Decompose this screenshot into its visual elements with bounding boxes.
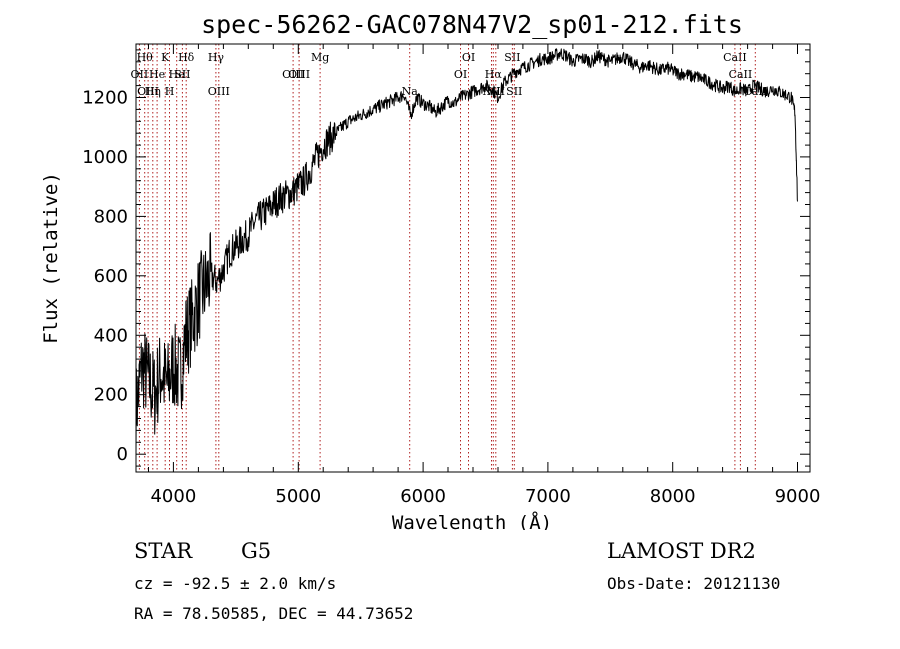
x-axis: 4000 5000 6000 7000 8000 9000	[148, 44, 821, 507]
spectrum-line	[135, 48, 798, 455]
x-tick-label-5000: 5000	[275, 486, 321, 507]
spectrum-chart: spec-56262-GAC078N47V2_sp01-212.fits OII…	[40, 10, 821, 530]
y-tick-label-600: 600	[94, 266, 128, 287]
line-label-14: Mg	[311, 51, 329, 64]
x-tick-label-7000: 7000	[525, 486, 571, 507]
redshift-readout: cz = -92.5 ± 2.0 km/s	[134, 574, 337, 593]
line-label-22: SII	[506, 85, 522, 98]
line-label-23: CaII	[723, 51, 747, 64]
object-subclass: G5	[241, 539, 272, 563]
survey-label: LAMOST DR2	[607, 539, 756, 563]
line-label-15: Na	[402, 85, 419, 98]
line-label-13: OIII	[288, 68, 310, 81]
line-label-17: OI	[462, 51, 475, 64]
line-label-3: Hη	[145, 85, 161, 98]
y-tick-label-800: 800	[94, 206, 128, 227]
y-tick-label-0: 0	[117, 444, 128, 465]
line-label-9: Hδ	[178, 51, 195, 64]
spectrum-series	[135, 48, 798, 455]
line-label-1: Hθ	[137, 51, 154, 64]
y-axis-label: Flux (relative)	[40, 172, 62, 344]
line-label-8: SII	[174, 68, 190, 81]
y-axis: 0 200 400 600 800 1000 1200	[82, 49, 810, 467]
line-label-4: He	[149, 68, 165, 81]
x-tick-label-8000: 8000	[650, 486, 696, 507]
x-tick-label-9000: 9000	[775, 486, 821, 507]
line-label-16: OI	[454, 68, 467, 81]
line-label-24: CaII	[729, 68, 753, 81]
chart-title: spec-56262-GAC078N47V2_sp01-212.fits	[201, 10, 743, 39]
coordinates: RA = 78.50585, DEC = 44.73652	[134, 604, 414, 623]
object-class: STAR	[134, 539, 193, 563]
line-label-11: OIII	[208, 85, 230, 98]
line-label-6: H	[165, 85, 175, 98]
obs-date: Obs-Date: 20121130	[607, 574, 781, 593]
y-tick-label-400: 400	[94, 325, 128, 346]
line-label-10: Hγ	[208, 51, 225, 64]
line-label-7: He	[169, 68, 185, 81]
line-label-5: K	[161, 51, 170, 64]
y-tick-label-1200: 1200	[82, 88, 128, 109]
line-label-12: OIII	[282, 68, 304, 81]
plot-frame	[135, 43, 811, 473]
y-tick-label-1000: 1000	[82, 147, 128, 168]
y-tick-label-200: 200	[94, 385, 128, 406]
line-label-19: Hα	[485, 68, 503, 81]
line-label-2: OIII	[137, 85, 159, 98]
line-label-21: SII	[504, 51, 520, 64]
x-tick-label-6000: 6000	[400, 486, 446, 507]
line-label-0: OII	[131, 68, 149, 81]
x-tick-label-4000: 4000	[150, 486, 196, 507]
x-axis-label: Wavelength (Å)	[392, 511, 552, 530]
